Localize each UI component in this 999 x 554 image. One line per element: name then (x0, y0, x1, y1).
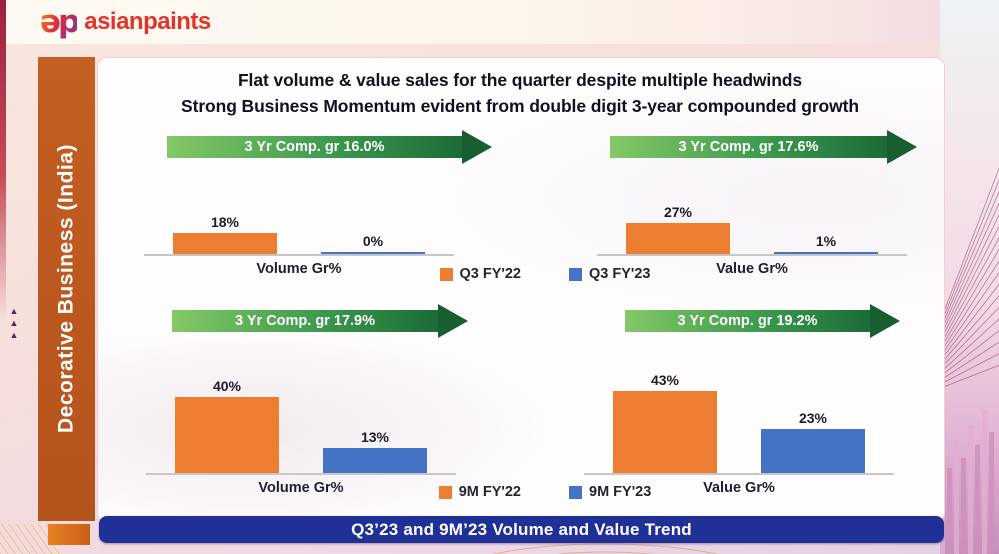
arrow-label: 3 Yr Comp. gr 19.2% (625, 310, 870, 332)
chart-x-label: Value Gr% (703, 480, 775, 496)
chart-x-label: Volume Gr% (256, 261, 342, 277)
triangle-marker-icon: ▲ (9, 306, 19, 316)
sidebar-label: Decorative Business (India) (54, 144, 78, 434)
asianpaints-logo-text: asianpaints (84, 8, 211, 35)
chart-plot: 40% 13% (146, 365, 456, 475)
banner-text: Q3’23 and 9M’23 Volume and Value Trend (351, 519, 692, 539)
bar-data-label: 13% (360, 429, 390, 446)
legend-label: 9M FY'22 (458, 484, 521, 500)
chart-q3-value: 27% 1% Value Gr% (597, 192, 907, 277)
bar (761, 429, 865, 473)
bar-data-label: 0% (362, 233, 384, 249)
right-decoration (940, 0, 999, 554)
chart-plot: 18% 0% (144, 192, 454, 256)
edge-markers: ▲ ▲ ▲ (7, 305, 21, 341)
legend-item: Q3 FY'22 (439, 266, 521, 282)
triangle-marker-icon: ▲ (9, 318, 19, 328)
growth-arrow-9m-value: 3 Yr Comp. gr 19.2% (625, 303, 900, 339)
sidebar-decorative-business: Decorative Business (India) (38, 57, 95, 521)
chart-9m-value: 43% 23% Value Gr% (584, 365, 894, 496)
bar-data-label: 43% (650, 371, 680, 388)
bar-data-label: 27% (663, 204, 693, 221)
legend-item: Q3 FY'23 (569, 266, 650, 282)
legend-label: Q3 FY'23 (589, 266, 651, 282)
bar (774, 252, 878, 254)
arrow-label: 3 Yr Comp. gr 17.9% (172, 310, 438, 332)
bar (321, 252, 425, 254)
asianpaints-logo-icon: ǝp (40, 4, 80, 40)
chart-plot: 43% 23% (584, 365, 894, 475)
header-band (6, 0, 942, 44)
growth-arrow-q3-value: 3 Yr Comp. gr 17.6% (610, 129, 917, 165)
legend-9m: 9M FY'22 9M FY'23 (420, 484, 670, 500)
legend-label: Q3 FY'22 (459, 266, 521, 282)
chart-q3-volume: 18% 0% Volume Gr% (144, 192, 454, 277)
bar-data-label: 1% (815, 233, 837, 249)
growth-arrow-q3-volume: 3 Yr Comp. gr 16.0% (167, 129, 492, 165)
legend-swatch-icon (439, 267, 453, 281)
bar-q3-fy-23: 0% (321, 233, 425, 254)
legend-swatch-icon (438, 485, 452, 499)
bar-9m-fy-23: 23% (761, 410, 865, 473)
asianpaints-logo: ǝp asianpaints (40, 5, 211, 39)
bar-q3-fy-22: 27% (626, 204, 730, 254)
arrow-label: 3 Yr Comp. gr 17.6% (610, 136, 887, 158)
bottom-arcs-decoration (492, 543, 718, 554)
corner-orange-decoration (48, 524, 90, 545)
chart-x-label: Value Gr% (716, 261, 788, 277)
bar (323, 448, 427, 473)
arrow-head-icon (438, 304, 468, 338)
arrow-label: 3 Yr Comp. gr 16.0% (167, 136, 462, 158)
legend-swatch-icon (569, 267, 582, 281)
growth-arrow-9m-volume: 3 Yr Comp. gr 17.9% (172, 303, 468, 339)
bar (175, 396, 279, 473)
bottom-banner: Q3’23 and 9M’23 Volume and Value Trend (99, 516, 944, 543)
bar-9m-fy-23: 13% (323, 429, 427, 473)
legend-item: 9M FY'22 (438, 484, 521, 500)
bar-data-label: 23% (798, 410, 828, 427)
legend-swatch-icon (569, 485, 582, 499)
chart-plot: 27% 1% (597, 192, 907, 256)
bar-9m-fy-22: 40% (175, 378, 279, 473)
bar (613, 390, 717, 473)
arrow-head-icon (462, 130, 492, 164)
legend-label: 9M FY'23 (589, 484, 652, 500)
chart-9m-volume: 40% 13% Volume Gr% (146, 365, 456, 496)
slide-title: Flat volume & value sales for the quarte… (117, 67, 923, 119)
chart-x-label: Volume Gr% (258, 480, 344, 496)
bar-q3-fy-22: 18% (173, 214, 277, 254)
bar (173, 233, 277, 254)
legend-item: 9M FY'23 (569, 484, 651, 500)
title-line-1: Flat volume & value sales for the quarte… (237, 70, 803, 90)
bar-data-label: 40% (212, 377, 242, 394)
arrow-head-icon (870, 304, 900, 338)
bar-data-label: 18% (210, 214, 240, 231)
legend-q3: Q3 FY'22 Q3 FY'23 (420, 266, 670, 282)
bar (626, 223, 730, 254)
triangle-marker-icon: ▲ (9, 330, 19, 340)
bar-q3-fy-23: 1% (774, 233, 878, 254)
bar-9m-fy-22: 43% (613, 372, 717, 473)
left-edge-accent (0, 0, 6, 320)
title-line-2: Strong Business Momentum evident from do… (181, 96, 859, 116)
arrow-head-icon (887, 130, 917, 164)
